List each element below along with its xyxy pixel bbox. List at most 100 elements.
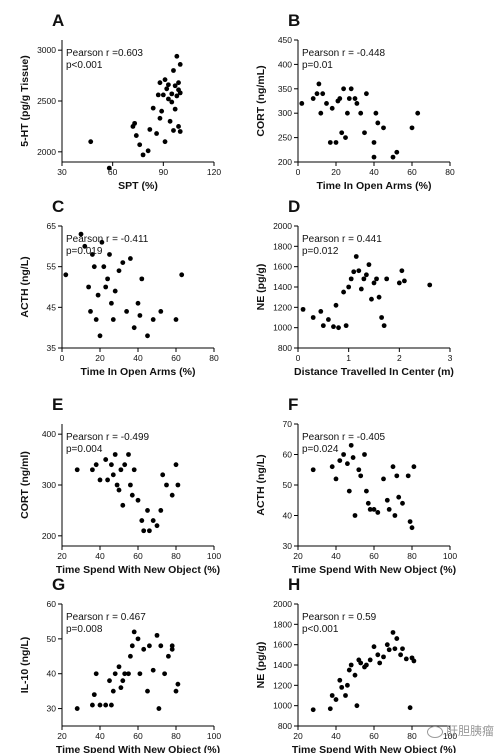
data-point [109,702,114,708]
y-tick-label: 1600 [273,640,292,650]
data-point [132,120,138,126]
p-value-label: p=0.004 [66,444,103,455]
pearson-r-label: Pearson r = -0.448 [302,48,386,59]
y-tick-label: 450 [278,35,292,45]
data-point [157,115,163,121]
y-tick-label: 200 [278,157,292,167]
y-tick-label: 400 [42,429,56,439]
pearson-r-label: Pearson r =0.603 [66,48,143,59]
y-tick-label: 50 [283,480,293,490]
data-point [118,467,124,473]
data-point [120,502,126,508]
y-tick-label: 1000 [273,701,292,711]
pearson-r-label: Pearson r = 0.467 [66,612,146,623]
data-point [177,90,183,96]
data-point [398,652,403,658]
data-point [366,262,372,268]
data-point [169,99,175,105]
x-axis-title: Time In Open Arms (%) [81,366,196,378]
data-point [300,306,306,312]
x-tick-label: 20 [57,551,67,561]
data-point [141,528,147,534]
y-tick-label: 300 [42,480,56,490]
x-tick-label: 60 [133,731,143,741]
data-point [112,288,118,294]
watermark: 肝胆胰瘤 [426,722,494,739]
data-point [97,333,103,339]
x-tick-label: 80 [407,551,417,561]
y-tick-label: 1200 [273,302,292,312]
data-point [139,276,145,282]
data-point [337,458,343,463]
data-point [367,657,373,663]
x-axis-title: Time Spend With New Object (%) [56,744,220,753]
data-point [364,272,369,278]
data-point [116,664,122,670]
data-point [310,707,316,713]
x-tick-label: 60 [133,551,143,561]
data-point [345,682,350,688]
p-value-label: p=0.024 [302,444,339,455]
y-tick-label: 350 [278,84,292,94]
data-point [341,289,346,295]
y-tick-label: 50 [47,634,57,644]
data-point [327,140,333,145]
data-point [375,652,381,658]
data-point [390,154,396,160]
data-point [415,110,421,116]
data-point [169,643,175,649]
x-tick-label: 100 [443,731,457,741]
data-point [90,252,95,257]
data-point [411,658,417,664]
data-point [169,492,175,498]
p-value-label: p=0.01 [302,60,333,71]
data-point [158,309,164,314]
data-point [116,487,122,493]
data-point [150,667,156,673]
data-point [145,333,150,339]
data-point [381,125,386,131]
data-point [120,260,126,265]
data-point [392,646,398,652]
data-point [409,525,415,531]
data-point [179,272,185,278]
data-point [129,643,135,649]
y-tick-label: 60 [47,599,57,609]
y-tick-label: 65 [47,221,57,231]
data-point [356,268,362,274]
pearson-r-label: Pearson r = -0.405 [302,432,386,443]
data-point [381,654,386,660]
y-tick-label: 1200 [273,680,292,690]
p-value-label: p=0.012 [302,246,339,257]
data-point [175,482,181,488]
data-point [310,467,316,473]
data-point [164,482,169,488]
data-point [326,317,331,322]
x-tick-label: 80 [407,731,417,741]
data-point [350,455,356,460]
data-point [367,507,373,512]
data-point [324,101,329,106]
data-point [124,309,129,314]
x-tick-label: 30 [57,167,67,177]
data-point [112,671,118,677]
data-point [147,643,152,649]
data-point [176,80,181,86]
x-tick-label: 100 [443,551,457,561]
data-point [394,149,400,155]
data-point [396,494,402,500]
y-tick-label: 1400 [273,282,292,292]
data-point [157,80,163,86]
x-tick-label: 100 [207,551,221,561]
data-point [341,86,346,92]
data-point [358,473,364,479]
data-point [88,139,94,145]
x-tick-label: 120 [207,167,221,177]
data-point [329,464,335,470]
y-tick-label: 2000 [37,147,56,157]
data-point [162,139,168,145]
data-point [403,656,409,662]
x-tick-label: 0 [296,353,301,363]
x-tick-label: 40 [133,353,143,363]
x-tick-label: 90 [159,167,169,177]
